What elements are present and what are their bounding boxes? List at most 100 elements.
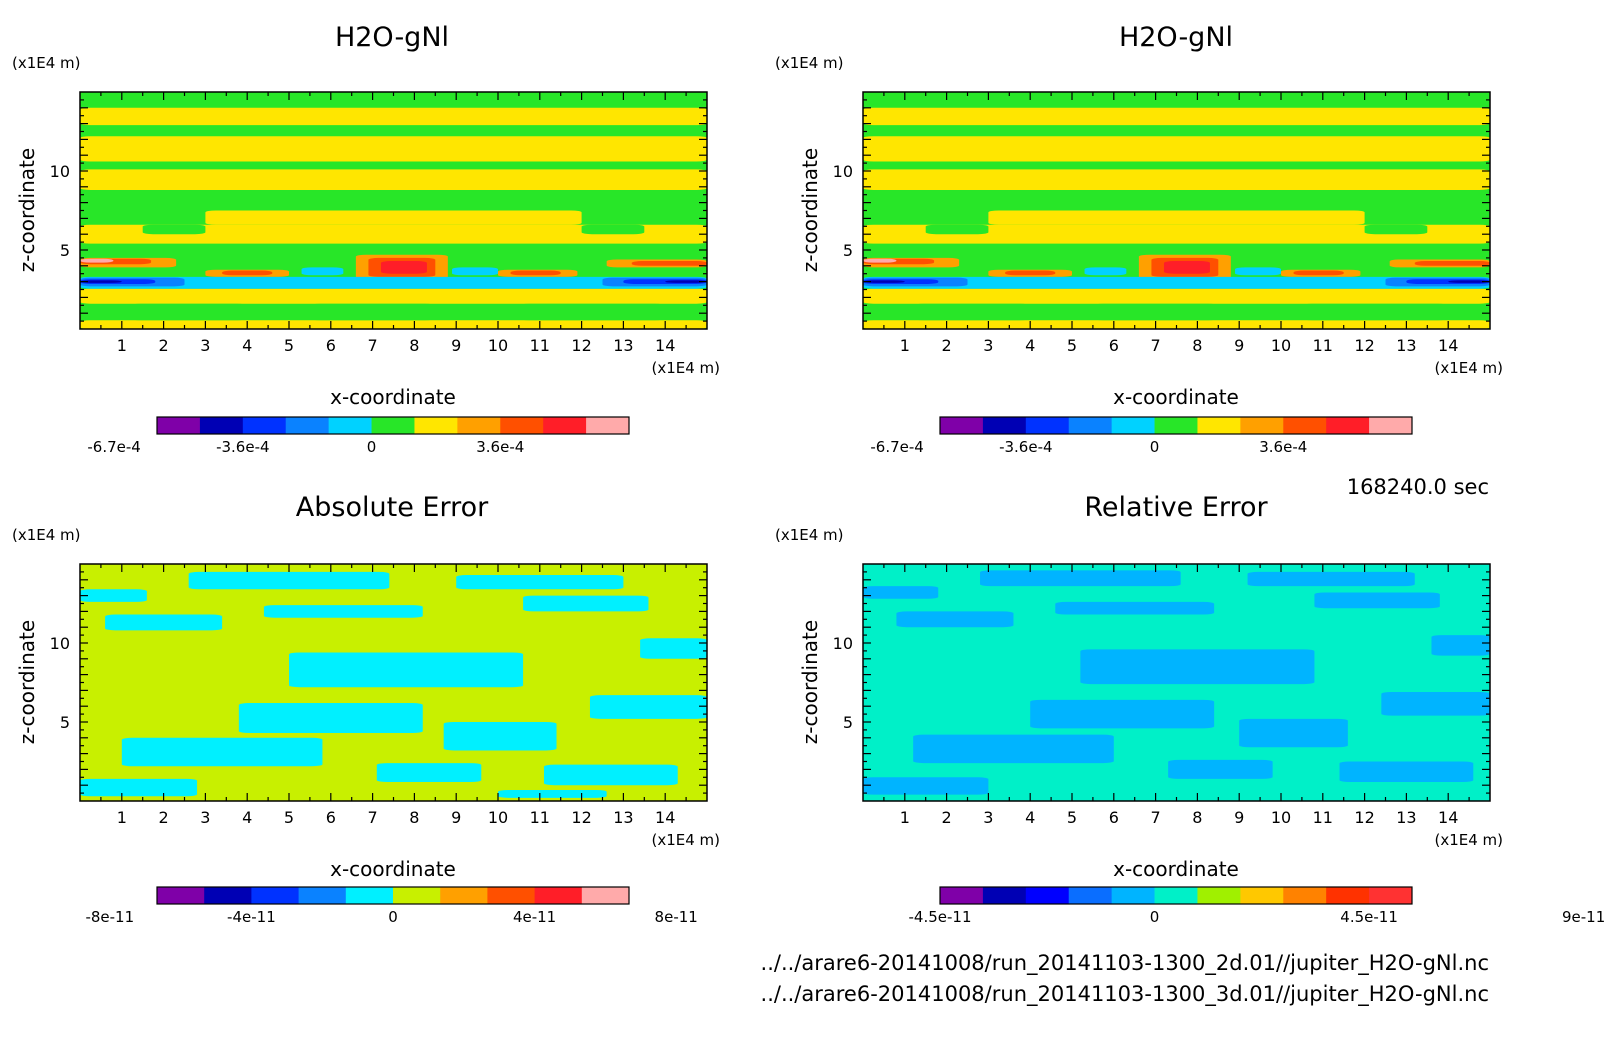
colorbar-swatch bbox=[440, 887, 488, 904]
y-tick-label: 10 bbox=[833, 162, 853, 181]
contour-region bbox=[581, 224, 645, 235]
contour-region bbox=[205, 210, 582, 225]
panel-relative-error: Relative Error (x1E4 m) 1 2 3 4 5 6 7 8 9 10 11 12 1… bbox=[775, 492, 1604, 926]
colorbar-swatch bbox=[543, 417, 587, 434]
colorbar-tick-label: 0 bbox=[367, 438, 377, 456]
panel-absolute-error: Absolute Error (x1E4 m) 1 2 3 4 5 6 7 8 9 10 11 12 1… bbox=[12, 492, 720, 926]
contour-region bbox=[665, 280, 707, 283]
contour-region bbox=[523, 595, 649, 612]
colorbar-tick-label: 8e-11 bbox=[655, 908, 698, 926]
colorbar-swatch bbox=[586, 417, 630, 434]
y-tick-label: 10 bbox=[833, 634, 853, 653]
colorbar-swatch bbox=[500, 417, 544, 434]
colorbar-swatch bbox=[393, 887, 441, 904]
colorbar-swatch bbox=[1369, 417, 1413, 434]
x-tick-label: 12 bbox=[571, 336, 591, 355]
colorbar-tick-label: -6.7e-4 bbox=[870, 438, 923, 456]
x-tick-label: 9 bbox=[451, 336, 461, 355]
plot-area bbox=[80, 92, 707, 329]
contour-region bbox=[80, 258, 114, 263]
contour-region bbox=[863, 777, 989, 795]
x-tick-label: 8 bbox=[1192, 808, 1202, 827]
y-axis-label: z-coordinate bbox=[15, 148, 39, 272]
x-tick-label: 5 bbox=[1067, 336, 1077, 355]
contour-region bbox=[1431, 635, 1490, 656]
colorbar-swatch bbox=[157, 417, 201, 434]
contour-region bbox=[80, 169, 707, 190]
x-tick-label: 12 bbox=[571, 808, 591, 827]
x-tick-label: 11 bbox=[530, 336, 550, 355]
contour-region bbox=[543, 764, 678, 786]
contour-region bbox=[1235, 267, 1281, 276]
x-tick-label: 6 bbox=[1109, 808, 1119, 827]
contour-region bbox=[589, 695, 707, 719]
x-tick-label: 14 bbox=[655, 336, 675, 355]
contour-region bbox=[142, 224, 206, 235]
x-tick-label: 3 bbox=[200, 808, 210, 827]
colorbar-tick-label: -8e-11 bbox=[85, 908, 134, 926]
x-tick-label: 1 bbox=[900, 808, 910, 827]
x-tick-label: 8 bbox=[1192, 336, 1202, 355]
colorbar-swatch bbox=[1197, 417, 1241, 434]
x-tick-label: 6 bbox=[1109, 336, 1119, 355]
colorbar-swatch bbox=[1326, 887, 1370, 904]
x-tick-label: 11 bbox=[530, 808, 550, 827]
x-tick-label: 4 bbox=[1025, 808, 1035, 827]
colorbar-tick-label: 4.5e-11 bbox=[1340, 908, 1398, 926]
x-tick-label: 2 bbox=[942, 336, 952, 355]
contour-region bbox=[640, 638, 707, 659]
colorbar-tick-label: -4.5e-11 bbox=[909, 908, 972, 926]
colorbar-frame bbox=[939, 886, 1413, 905]
contour-region bbox=[1092, 303, 1219, 321]
y-tick-label: 10 bbox=[50, 162, 70, 181]
contour-region bbox=[376, 763, 482, 783]
colorbar-swatch bbox=[1068, 887, 1113, 904]
contour-region bbox=[498, 789, 607, 798]
colorbar-tick-label: -6.7e-4 bbox=[87, 438, 140, 456]
contour-region bbox=[80, 589, 147, 602]
x-tick-label: 1 bbox=[117, 336, 127, 355]
x-tick-label: 6 bbox=[326, 336, 336, 355]
contour-region bbox=[925, 224, 989, 235]
x-tick-label: 4 bbox=[242, 808, 252, 827]
colorbar-swatch bbox=[242, 417, 287, 434]
x-tick-label: 11 bbox=[1313, 336, 1333, 355]
x-tick-label: 12 bbox=[1354, 808, 1374, 827]
colorbar: -4.5e-11 0 4.5e-11 9e-11 bbox=[909, 886, 1604, 926]
colorbar-swatch bbox=[251, 887, 299, 904]
contour-region bbox=[913, 303, 1031, 321]
contour-region bbox=[1314, 592, 1440, 609]
contour-region bbox=[443, 722, 557, 751]
contour-region bbox=[1163, 261, 1210, 274]
contour-region bbox=[863, 224, 1490, 244]
colorbar-swatch bbox=[1326, 417, 1370, 434]
x-tick-label: 10 bbox=[1271, 808, 1291, 827]
x-tick-label: 11 bbox=[1313, 808, 1333, 827]
colorbar-swatch bbox=[940, 417, 984, 434]
colorbar-tick-label: -4e-11 bbox=[227, 908, 276, 926]
contour-region bbox=[80, 107, 707, 126]
contour-region bbox=[80, 320, 707, 329]
x-tick-label: 6 bbox=[326, 808, 336, 827]
colorbar-swatch bbox=[1154, 417, 1198, 434]
colorbar-swatch bbox=[487, 887, 535, 904]
x-tick-label: 5 bbox=[1067, 808, 1077, 827]
colorbar-tick-label: 0 bbox=[1150, 438, 1160, 456]
panel-h2o-gnl-right: H2O-gNl (x1E4 m) 1 2 3 4 5 6 7 8 9 10 11 12 13 14510 … bbox=[775, 22, 1503, 456]
colorbar-swatch bbox=[1240, 417, 1284, 434]
x-tick-label: 10 bbox=[1271, 336, 1291, 355]
contour-region bbox=[380, 261, 427, 274]
contour-region bbox=[863, 288, 1490, 304]
contour-region bbox=[301, 267, 344, 276]
panel-title: H2O-gNl bbox=[335, 22, 449, 53]
x-tick-label: 14 bbox=[1438, 336, 1458, 355]
colorbar-swatch bbox=[1197, 887, 1241, 904]
x-tick-label: 9 bbox=[451, 808, 461, 827]
x-tick-label: 4 bbox=[1025, 336, 1035, 355]
contour-region bbox=[510, 270, 561, 276]
contour-region bbox=[863, 169, 1490, 190]
